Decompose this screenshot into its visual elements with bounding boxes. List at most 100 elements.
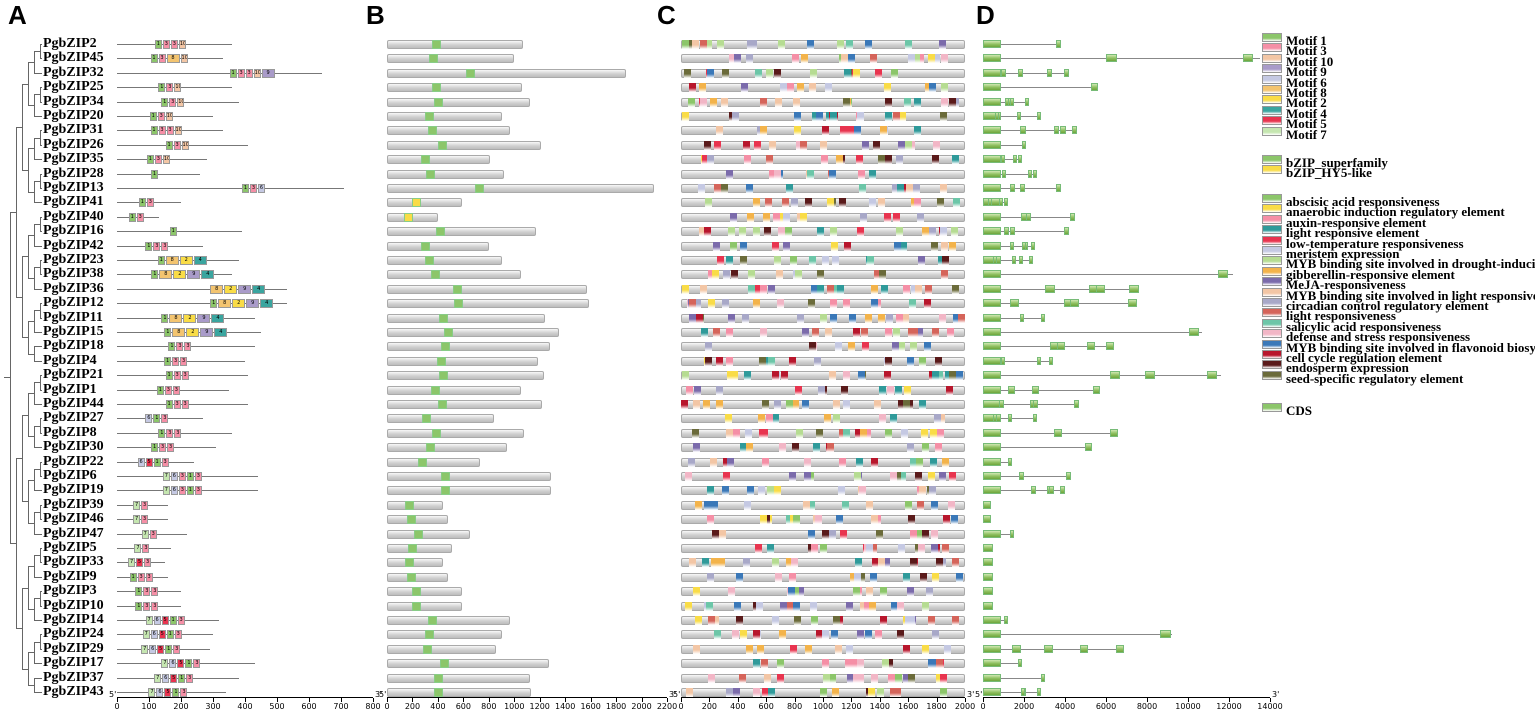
cis-element [785, 558, 793, 568]
cis-element [885, 155, 893, 165]
cds-exon [983, 515, 992, 524]
axis-tick-label: 800 [481, 702, 497, 711]
motif-1: 1 [150, 126, 158, 136]
cds-exon [983, 673, 1002, 682]
axis-tick-label: 2000 [1013, 702, 1035, 711]
tree-branch [40, 591, 41, 607]
cis-element [691, 40, 699, 49]
cis-element [886, 659, 894, 669]
legend-label: cell cycle regulation element [1286, 350, 1443, 365]
motif-3: 3 [149, 529, 157, 539]
motif-5: 5 [145, 457, 153, 467]
cis-element [849, 659, 857, 669]
cis-element [785, 400, 793, 409]
cis-element [688, 97, 695, 107]
legend-swatch [1262, 266, 1282, 276]
cis-element [812, 328, 820, 337]
cis-element [829, 313, 837, 323]
cds-bar [387, 371, 544, 381]
cis-element [859, 486, 867, 496]
motif-3: 3 [158, 54, 166, 64]
cis-element [931, 529, 939, 539]
cis-element [692, 644, 700, 654]
axis-tick-label: 1800 [926, 702, 947, 711]
bzip-superfamily-domain [438, 371, 448, 381]
cis-element [836, 515, 844, 525]
cis-element [852, 68, 860, 78]
tree-branch [22, 83, 28, 85]
cis-element [846, 644, 854, 654]
cis-element [941, 97, 948, 107]
cis-element [924, 83, 932, 93]
gene-label: PgbZIP14 [43, 612, 104, 627]
cis-element [782, 198, 790, 208]
cis-element [885, 97, 893, 107]
cis-element [765, 155, 773, 165]
cis-element [692, 587, 700, 597]
gene-label: PgbZIP18 [43, 338, 104, 354]
cis-element [740, 241, 748, 251]
axis-tick-label: 600 [301, 702, 317, 711]
cds-exon [1033, 414, 1038, 423]
bzip-superfamily-domain [427, 616, 437, 625]
tree-branch [40, 260, 41, 276]
motif-3: 3 [167, 443, 175, 453]
cis-element [856, 630, 864, 640]
cis-element [774, 68, 782, 78]
cis-element [910, 284, 918, 294]
tree-branch [40, 216, 42, 218]
axis-tick-label: 1600 [580, 702, 601, 711]
cis-element [864, 313, 872, 323]
cis-element [922, 601, 930, 611]
cds-exon [1036, 112, 1041, 120]
motif-1: 1 [146, 155, 154, 165]
motif-3: 3 [186, 673, 194, 683]
tree-branch [40, 548, 41, 564]
cis-element [810, 616, 818, 625]
bzip-superfamily-domain [405, 500, 415, 510]
cis-element [838, 457, 846, 467]
cis-element [779, 83, 787, 93]
promoter-bar [681, 184, 965, 193]
axis-tick [1270, 698, 1271, 702]
cis-element [854, 472, 862, 481]
bzip-superfamily-domain [431, 385, 441, 395]
legend-swatch [1262, 105, 1282, 115]
cis-element [935, 673, 943, 683]
cis-element [765, 68, 773, 78]
legend-label: bZIP_HY5-like [1286, 165, 1372, 181]
tree-branch [40, 44, 42, 45]
cis-element [710, 500, 718, 510]
cds-exon [1092, 385, 1100, 394]
axis-end-label: 3' [669, 690, 677, 699]
cds-exon [983, 227, 1002, 236]
cis-element [783, 241, 791, 251]
motif-1: 1 [165, 140, 173, 150]
cis-element [787, 83, 795, 93]
cis-element [725, 328, 733, 337]
cis-element [744, 500, 752, 510]
intron-line [983, 72, 1070, 74]
motif-10: 10 [178, 40, 186, 49]
cis-element [810, 284, 818, 294]
motif-1: 1 [186, 486, 194, 496]
tree-branch [34, 512, 40, 513]
promoter-bar [681, 299, 965, 309]
legend-swatch [1262, 155, 1282, 164]
tree-branch [40, 432, 42, 434]
tree-branch [22, 587, 23, 670]
cds-exon [983, 126, 1002, 135]
cis-element [742, 313, 750, 323]
bzip-superfamily-domain [440, 659, 450, 669]
motif-8: 8 [172, 328, 186, 337]
cis-element [896, 601, 904, 611]
legend-label: Motif 3 [1286, 43, 1327, 59]
cis-element [923, 299, 931, 309]
cis-element [716, 126, 724, 136]
motif-1: 1 [157, 256, 165, 265]
gene-label: PgbZIP27 [43, 410, 104, 426]
axis-tick-label: 1000 [812, 702, 834, 711]
cds-bar [387, 558, 443, 568]
motif-5: 5 [161, 616, 169, 625]
tree-branch [16, 126, 17, 298]
